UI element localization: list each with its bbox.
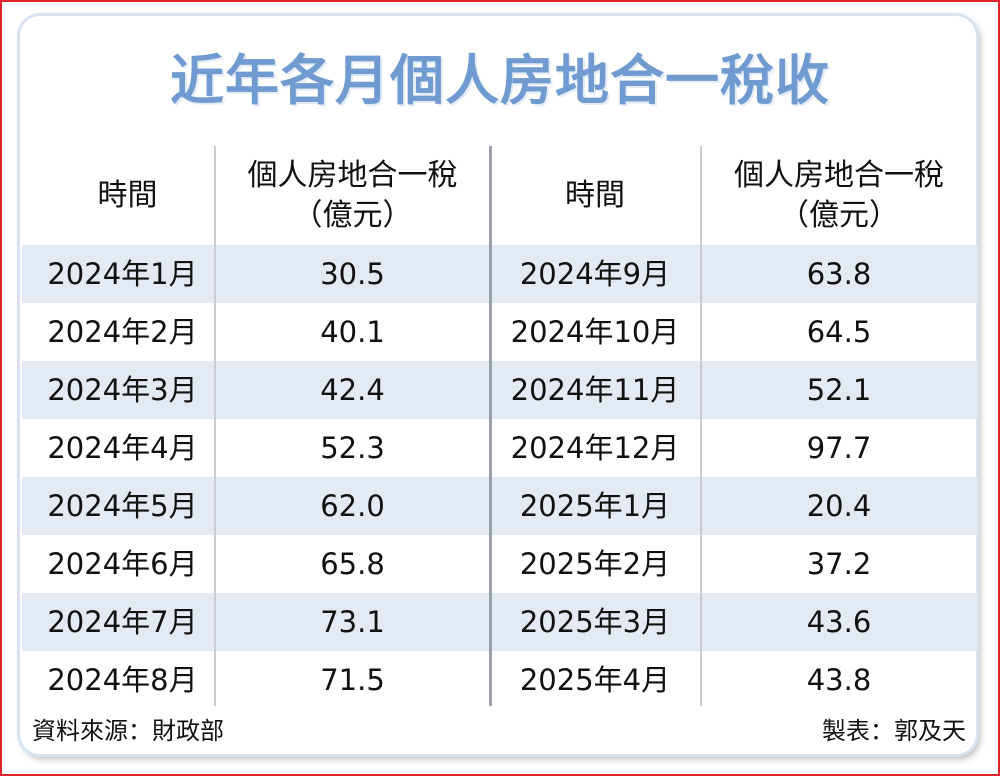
value-cell: 30.5 [320, 257, 385, 291]
header-value-left-line2: （億元） [292, 198, 413, 233]
period-cell: 2025年1月 [519, 489, 671, 523]
header-period-left: 時間 [97, 178, 158, 213]
value-cell: 42.4 [320, 373, 385, 407]
period-cell: 2024年12月 [510, 431, 680, 465]
value-cell: 97.7 [806, 431, 872, 465]
chart-title: 近年各月個人房地合一稅收 [170, 49, 830, 112]
period-cell: 2024年8月 [47, 663, 198, 697]
header-value-right-line1: 個人房地合一稅 [734, 158, 944, 193]
header-value-right-line2: （億元） [779, 198, 899, 233]
row-stripe [22, 593, 978, 651]
row-stripe [22, 245, 978, 303]
period-cell: 2024年6月 [47, 547, 198, 581]
value-cell: 43.6 [806, 605, 872, 639]
header-value-right: 個人房地合一稅 （億元） [700, 156, 978, 236]
value-cell: 37.2 [806, 547, 872, 581]
value-cell: 73.1 [320, 605, 385, 639]
period-cell: 2024年2月 [47, 315, 198, 349]
credit-note: 製表：郭及天 [822, 717, 966, 745]
value-cell: 52.3 [320, 431, 385, 465]
header-value-left-line1: 個人房地合一稅 [247, 158, 458, 193]
period-cell: 2025年3月 [519, 605, 671, 639]
value-cell: 52.1 [806, 373, 872, 407]
value-cell: 71.5 [320, 663, 385, 697]
period-cell: 2025年2月 [519, 547, 671, 581]
period-cell: 2024年4月 [47, 431, 198, 465]
period-cell: 2024年11月 [510, 373, 680, 407]
period-cell: 2024年7月 [47, 605, 198, 639]
header-value-left: 個人房地合一稅 （億元） [215, 156, 490, 236]
value-cell: 63.8 [806, 257, 872, 291]
period-cell: 2024年5月 [47, 489, 198, 523]
value-cell: 20.4 [806, 489, 872, 523]
column-divider-center [489, 146, 492, 706]
value-cell: 43.8 [806, 663, 872, 697]
period-cell: 2024年10月 [510, 315, 680, 349]
period-cell: 2025年4月 [519, 663, 671, 697]
value-cell: 62.0 [320, 489, 385, 523]
row-stripe [22, 477, 978, 535]
value-cell: 40.1 [320, 315, 385, 349]
column-divider-right [700, 146, 702, 706]
source-note: 資料來源：財政部 [32, 717, 224, 745]
header-period-right: 時間 [565, 178, 625, 213]
column-divider-left [214, 146, 216, 706]
value-cell: 65.8 [320, 547, 385, 581]
row-stripe [22, 361, 978, 419]
period-cell: 2024年3月 [47, 373, 198, 407]
period-cell: 2024年9月 [519, 257, 671, 291]
value-cell: 64.5 [806, 315, 872, 349]
period-cell: 2024年1月 [47, 257, 198, 291]
